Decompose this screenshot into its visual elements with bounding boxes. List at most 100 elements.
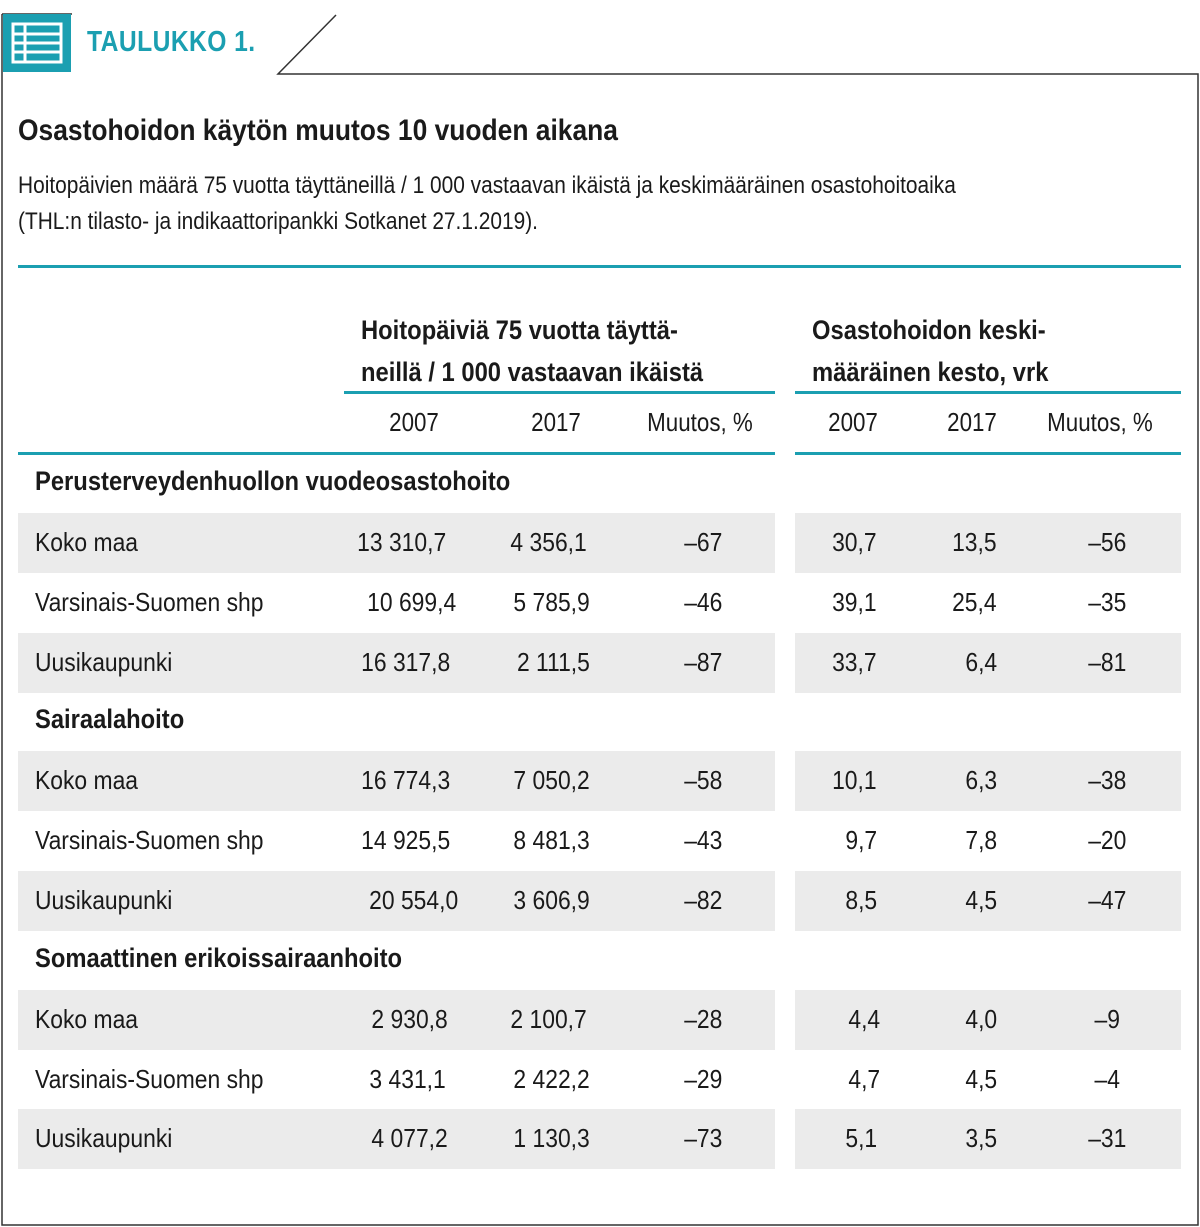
cell-2017-hp: 2 111,5 [517,647,590,677]
group-header-hoitopaivat-line-1: Hoitopäiviä 75 vuotta täyttä- [361,315,678,345]
row-label: Uusikaupunki [35,885,173,915]
cell-muutos-hp: –28 [683,1004,722,1034]
group-header-hoitopaivat-line-2: neillä / 1 000 vastaavan ikäistä [361,357,704,387]
group-header-hoitopaivat: Hoitopäiviä 75 vuotta täyttä- neillä / 1… [361,309,703,393]
cell-2007-kesto: 30,7 [832,527,877,557]
row-shade [18,633,775,693]
cell-2007-kesto: 4,7 [848,1064,880,1094]
row-label: Koko maa [35,1004,139,1034]
row-label: Uusikaupunki [35,1123,173,1153]
cell-muutos-hp: –43 [683,825,722,855]
row-label: Uusikaupunki [35,647,173,677]
cell-2017-hp: 7 050,2 [513,765,590,795]
row-shade [795,513,1181,573]
cell-2007-hp: 10 699,4 [366,587,456,617]
subheader-2007-a: 2007 [389,407,439,437]
table-subtitle: Hoitopäivien määrä 75 vuotta täyttäneill… [18,168,1140,240]
group-header-kesto: Osastohoidon keski- määräinen kesto, vrk [812,309,1048,393]
cell-2007-hp: 3 431,1 [369,1064,446,1094]
cell-muutos-kesto: –9 [1094,1004,1120,1034]
cell-muutos-kesto: –38 [1087,765,1126,795]
cell-2017-kesto: 4,5 [965,885,997,915]
cell-2017-kesto: 6,4 [965,647,997,677]
cell-2017-kesto: 7,8 [965,825,997,855]
cell-2017-kesto: 13,5 [952,527,997,557]
row-label: Varsinais-Suomen shp [35,825,264,855]
row-label: Koko maa [35,765,139,795]
cell-muutos-kesto: –81 [1087,647,1126,677]
cell-2017-hp: 1 130,3 [513,1123,590,1153]
cell-muutos-kesto: –20 [1087,825,1126,855]
row-shade [18,513,775,573]
cell-muutos-hp: –82 [683,885,722,915]
cell-2017-kesto: 25,4 [952,587,997,617]
cell-2007-kesto: 5,1 [845,1123,877,1153]
row-shade [18,751,775,811]
section-title: Perusterveydenhuollon vuodeosastohoito [35,466,511,496]
cell-2007-hp: 4 077,2 [371,1123,448,1153]
cell-2007-kesto: 39,1 [832,587,877,617]
table-icon [3,14,71,72]
row-shade [18,871,775,931]
group-header-kesto-line-1: Osastohoidon keski- [812,315,1046,345]
row-shade [18,990,775,1050]
group1-rule [344,391,775,394]
row-shade [18,1109,775,1169]
cell-2007-hp: 20 554,0 [368,885,458,915]
subheader-rule-a [18,452,775,455]
row-shade [795,751,1181,811]
cell-2017-kesto: 3,5 [965,1123,997,1153]
cell-2007-kesto: 8,5 [845,885,877,915]
cell-muutos-hp: –29 [683,1064,722,1094]
group2-rule [795,391,1181,394]
cell-2007-kesto: 33,7 [832,647,877,677]
row-shade [795,990,1181,1050]
cell-2017-hp: 5 785,9 [513,587,590,617]
cell-muutos-kesto: –35 [1087,587,1126,617]
row-label: Varsinais-Suomen shp [35,1064,264,1094]
cell-2017-kesto: 4,0 [965,1004,997,1034]
subheader-2017-a: 2017 [531,407,581,437]
cell-2007-kesto: 10,1 [832,765,877,795]
cell-muutos-hp: –87 [683,647,722,677]
cell-muutos-kesto: –4 [1094,1064,1120,1094]
section-title: Sairaalahoito [35,704,185,734]
subheader-2017-b: 2017 [947,407,997,437]
cell-muutos-hp: –67 [683,527,722,557]
cell-muutos-hp: –73 [683,1123,722,1153]
tab-label: TAULUKKO 1. [87,26,256,58]
subtitle-line-1: Hoitopäivien määrä 75 vuotta täyttäneill… [18,172,956,199]
subheader-muutos-b: Muutos, % [1047,407,1153,437]
row-shade [795,633,1181,693]
row-shade [795,871,1181,931]
row-label: Koko maa [35,527,139,557]
cell-2007-hp: 2 930,8 [371,1004,448,1034]
cell-2007-hp: 16 774,3 [360,765,450,795]
cell-muutos-kesto: –31 [1087,1123,1126,1153]
cell-muutos-hp: –58 [683,765,722,795]
cell-2017-hp: 3 606,9 [513,885,590,915]
cell-2017-hp: 8 481,3 [513,825,590,855]
section-title: Somaattinen erikoissairaanhoito [35,943,403,973]
cell-2007-kesto: 9,7 [845,825,877,855]
header-rule [18,265,1181,268]
group-header-kesto-line-2: määräinen kesto, vrk [812,357,1049,387]
table-title: Osastohoidon käytön muutos 10 vuoden aik… [18,114,618,147]
cell-muutos-kesto: –56 [1087,527,1126,557]
cell-2007-kesto: 4,4 [848,1004,880,1034]
cell-2017-hp: 2 422,2 [513,1064,590,1094]
subheader-2007-b: 2007 [828,407,878,437]
cell-2007-hp: 16 317,8 [360,647,450,677]
row-shade [795,1109,1181,1169]
cell-2007-hp: 13 310,7 [356,527,446,557]
cell-2017-hp: 4 356,1 [510,527,587,557]
cell-muutos-hp: –46 [683,587,722,617]
cell-2017-kesto: 6,3 [965,765,997,795]
cell-muutos-kesto: –47 [1087,885,1126,915]
cell-2007-hp: 14 925,5 [360,825,450,855]
cell-2017-kesto: 4,5 [965,1064,997,1094]
subheader-rule-b [795,452,1181,455]
subtitle-line-2: (THL:n tilasto- ja indikaattoripankki So… [18,208,538,235]
subheader-muutos-a: Muutos, % [647,407,753,437]
row-label: Varsinais-Suomen shp [35,587,264,617]
